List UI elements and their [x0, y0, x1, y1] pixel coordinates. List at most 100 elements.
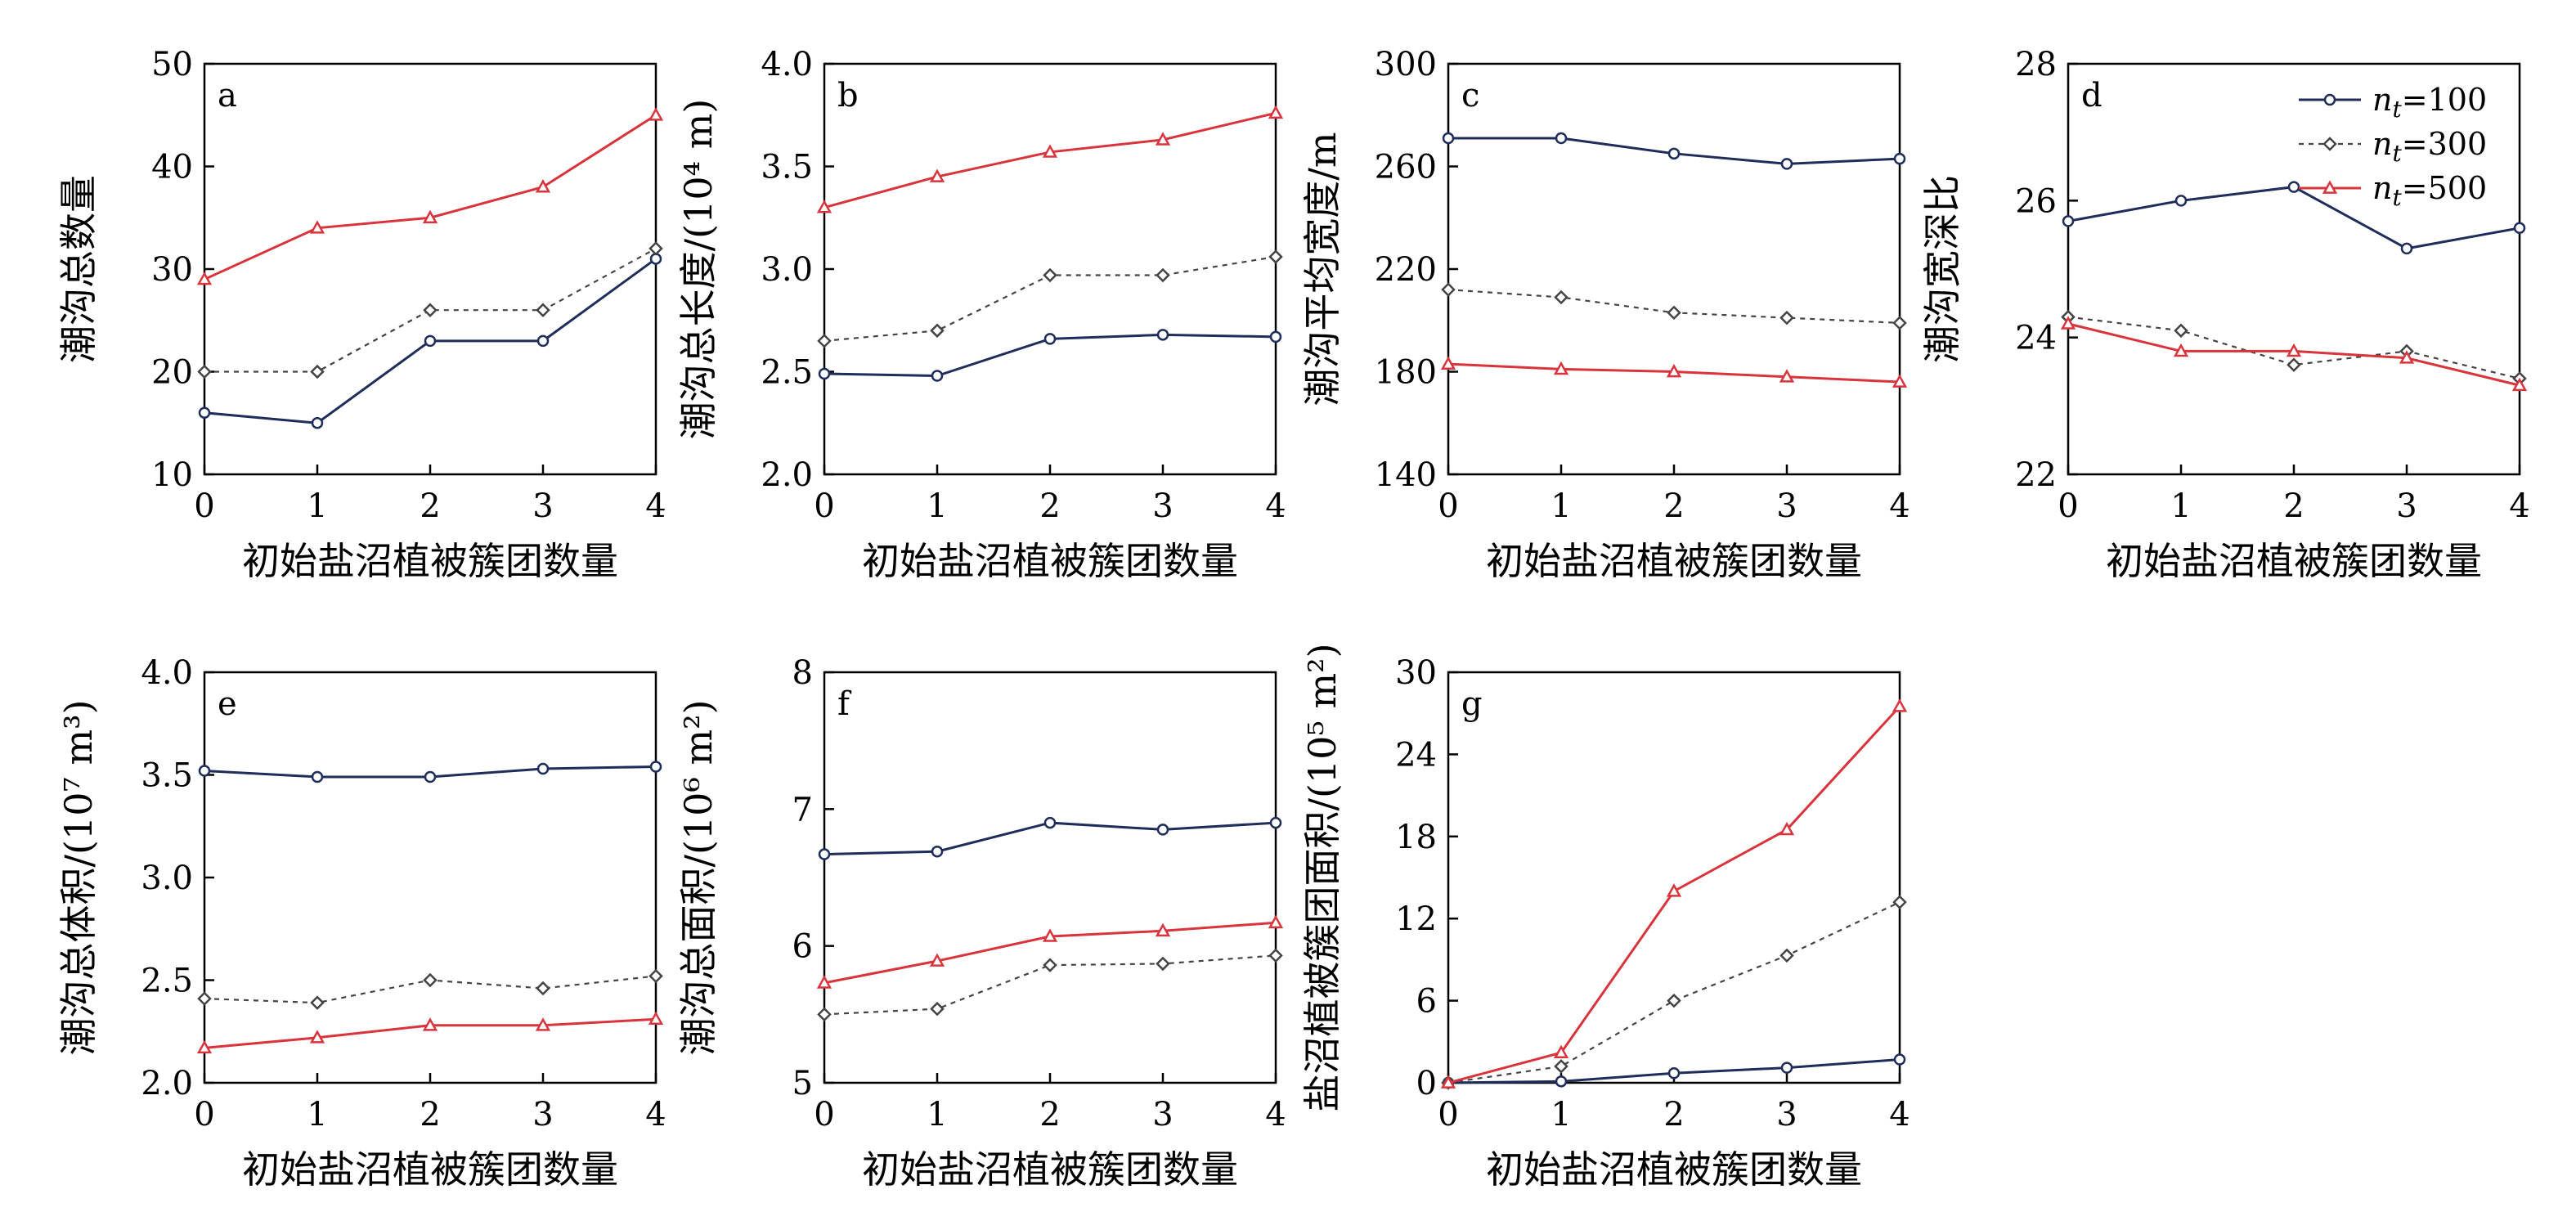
data-point — [1269, 816, 1282, 829]
data-point — [931, 370, 944, 382]
x-tick-label: 4 — [1265, 487, 1286, 525]
y-tick-label: 2.0 — [761, 456, 813, 494]
series-n500 — [196, 1011, 664, 1054]
y-tick-label: 3.5 — [141, 757, 193, 795]
y-tick-label: 4.0 — [761, 46, 813, 83]
data-point — [1268, 948, 1283, 963]
data-point — [1893, 152, 1906, 165]
data-point — [816, 200, 832, 213]
x-tick-label: 4 — [1889, 1096, 1910, 1133]
series-n500 — [1440, 698, 1908, 1089]
series-n100 — [2062, 181, 2526, 255]
series-n300 — [1441, 282, 1907, 330]
y-tick-label: 5 — [792, 1065, 813, 1102]
series-n300 — [197, 968, 663, 1010]
x-tick-label: 4 — [1265, 1096, 1286, 1133]
x-tick-label: 1 — [927, 487, 947, 525]
data-point — [536, 762, 550, 775]
data-point — [309, 1030, 325, 1044]
x-tick-label: 3 — [2396, 487, 2417, 525]
x-tick-label: 2 — [420, 1096, 440, 1133]
y-tick-label: 7 — [792, 791, 813, 828]
legend-marker — [2322, 180, 2338, 194]
y-tick-label: 0 — [1416, 1065, 1437, 1102]
x-tick-label: 4 — [645, 1096, 666, 1133]
y-tick-label: 12 — [1395, 900, 1437, 938]
data-point — [311, 417, 324, 429]
x-axis-title: 初始盐沼植被簇团数量 — [2106, 539, 2482, 583]
y-tick-label: 50 — [151, 46, 193, 83]
y-tick-label: 6 — [1416, 983, 1437, 1021]
x-tick-label: 2 — [2283, 487, 2304, 525]
y-tick-label: 24 — [1395, 736, 1437, 774]
data-point — [1155, 132, 1171, 146]
x-tick-label: 2 — [420, 487, 440, 525]
x-tick-label: 0 — [1438, 487, 1458, 525]
x-tick-label: 3 — [532, 487, 553, 525]
data-point — [2173, 343, 2189, 357]
series-n500 — [196, 107, 664, 285]
series-n300 — [197, 241, 663, 379]
data-point — [198, 406, 211, 419]
data-point — [310, 364, 325, 379]
data-point — [1156, 956, 1170, 972]
data-point — [535, 179, 551, 193]
data-point — [1779, 948, 1794, 963]
y-axis-title: 潮沟总面积/(10⁶ m²) — [676, 699, 720, 1055]
data-point — [1043, 267, 1057, 283]
y-tick-label: 2.5 — [141, 963, 193, 1000]
y-tick-label: 2.5 — [761, 354, 813, 392]
data-point — [2174, 195, 2188, 207]
legend-entry-n500: nt=500 — [2299, 170, 2487, 211]
x-tick-label: 1 — [1551, 487, 1571, 525]
data-point — [1155, 922, 1171, 937]
series-line — [204, 114, 657, 281]
series-line — [204, 247, 657, 373]
data-point — [648, 241, 663, 256]
data-point — [1269, 330, 1282, 343]
data-point — [1667, 1067, 1681, 1080]
data-point — [1553, 1044, 1569, 1059]
legend-marker — [2322, 137, 2337, 151]
series-n500 — [1440, 356, 1908, 388]
data-point — [1667, 147, 1681, 160]
y-tick-label: 18 — [1395, 819, 1437, 856]
data-point — [1156, 329, 1169, 341]
data-point — [1779, 310, 1794, 325]
data-point — [1268, 105, 1284, 119]
data-point — [196, 1039, 213, 1054]
y-tick-label: 40 — [151, 149, 193, 186]
data-point — [198, 765, 211, 777]
data-point — [816, 975, 832, 989]
panel-letter: e — [218, 685, 237, 723]
series-n500 — [816, 105, 1284, 213]
data-point — [1555, 132, 1568, 145]
x-tick-label: 1 — [927, 1096, 947, 1133]
data-point — [1043, 816, 1057, 829]
data-point — [1779, 821, 1795, 836]
x-tick-label: 3 — [1776, 487, 1797, 525]
series-line — [824, 954, 1277, 1016]
data-point — [423, 303, 438, 317]
x-axis-title: 初始盐沼植被簇团数量 — [862, 1147, 1238, 1192]
series-n500 — [2060, 316, 2528, 392]
panel-letter: g — [1461, 685, 1483, 723]
data-point — [929, 953, 945, 967]
panel-letter: b — [837, 77, 859, 114]
y-axis-title: 潮沟总体积/(10⁷ m³) — [56, 699, 101, 1055]
data-point — [1666, 363, 1682, 378]
data-point — [1441, 282, 1456, 297]
legend-label: nt=500 — [2372, 170, 2487, 211]
data-point — [818, 848, 831, 860]
data-point — [536, 981, 550, 996]
y-tick-label: 3.0 — [141, 860, 193, 897]
data-point — [2511, 377, 2528, 392]
data-point — [2513, 222, 2526, 235]
y-tick-label: 24 — [2015, 320, 2057, 357]
data-point — [929, 168, 945, 182]
x-tick-label: 3 — [1152, 487, 1173, 525]
y-tick-label: 20 — [151, 354, 193, 392]
x-axis-title: 初始盐沼植被簇团数量 — [862, 539, 1238, 583]
